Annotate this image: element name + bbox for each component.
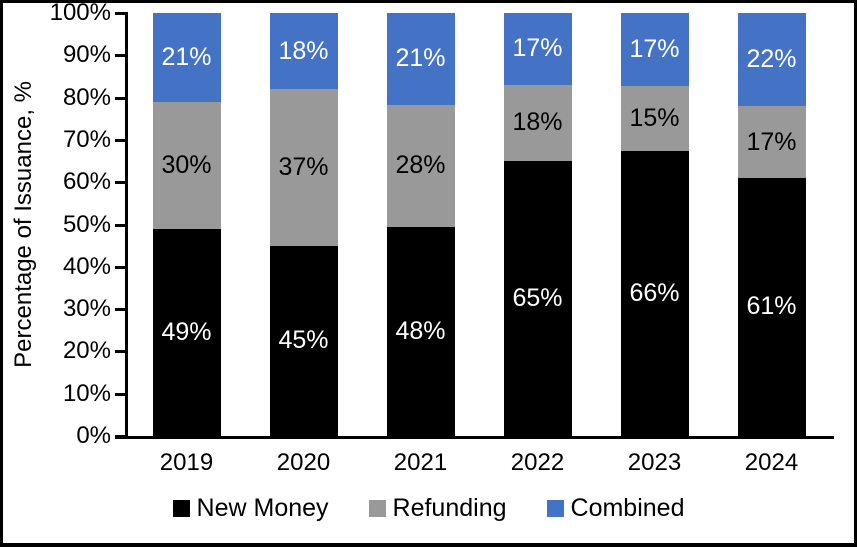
bar-segment-new-money: 48% (386, 226, 455, 436)
y-tick-mark (115, 12, 125, 15)
bar-column-2022: 17% 18% 65% (503, 13, 572, 436)
y-tick-mark (115, 392, 125, 396)
x-axis-line (115, 436, 834, 439)
legend-label: Combined (570, 494, 685, 522)
legend-label: New Money (196, 494, 329, 522)
bar-segment-new-money: 66% (620, 151, 689, 436)
bar-segment-new-money: 45% (269, 245, 338, 436)
y-tick-label: 0% (76, 422, 111, 449)
x-axis-label-2023: 2023 (627, 449, 682, 476)
bar-slot-2022: 17% 18% 65% (479, 13, 596, 436)
segment-value-label: 48% (395, 316, 446, 345)
segment-value-label: 22% (746, 45, 797, 74)
bar-column-2023: 17% 15% 66% (620, 13, 689, 436)
bar-segment-refunding: 30% (152, 101, 221, 229)
bar-segment-new-money: 49% (152, 228, 221, 436)
bar-slot-2023: 17% 15% 66% (596, 13, 713, 436)
y-tick-mark (115, 308, 125, 312)
bar-segment-combined: 21% (152, 13, 221, 102)
bar-segment-refunding: 17% (737, 106, 806, 178)
bar-segment-refunding: 18% (503, 84, 572, 162)
y-tick-mark (115, 181, 125, 185)
y-tick-label: 30% (62, 295, 111, 323)
y-tick-mark (115, 138, 125, 142)
x-axis-label-2021: 2021 (393, 449, 448, 476)
segment-value-label: 65% (512, 284, 563, 312)
segment-value-label: 37% (278, 152, 329, 181)
x-axis-labels: 2019 2020 2021 2022 2023 2024 (128, 449, 830, 477)
y-tick-label: 40% (62, 252, 111, 280)
y-tick-label: 90% (62, 41, 111, 69)
y-tick-mark (115, 96, 125, 100)
bar-segment-refunding: 28% (386, 104, 455, 227)
bar-column-2019: 21% 30% 49% (152, 13, 221, 436)
legend-swatch-combined (546, 500, 564, 517)
y-tick-mark (115, 435, 125, 438)
legend: New Money Refunding Combined (3, 494, 854, 523)
y-tick-mark (115, 54, 125, 58)
legend-swatch-new-money (172, 500, 190, 517)
segment-value-label: 45% (278, 326, 329, 355)
bars-container: 21% 30% 49% 18% 37% 45% 21% 28% 48% 17% 18% 65% 17% 1… (128, 13, 830, 436)
bar-column-2021: 21% 28% 48% (386, 13, 455, 436)
x-axis-label-2019: 2019 (159, 449, 214, 476)
segment-value-label: 17% (746, 127, 797, 156)
legend-item-refunding: Refunding (368, 494, 507, 523)
x-axis-label-2024: 2024 (744, 449, 799, 476)
bar-segment-combined: 21% (386, 13, 455, 105)
bar-segment-new-money: 61% (737, 177, 806, 436)
legend-label: Refunding (392, 494, 507, 522)
bar-segment-combined: 17% (620, 13, 689, 87)
y-tick-label: 10% (62, 379, 111, 407)
segment-value-label: 18% (512, 108, 563, 137)
bar-segment-combined: 18% (269, 13, 338, 90)
bar-slot-2021: 21% 28% 48% (362, 13, 479, 436)
bar-segment-refunding: 15% (620, 86, 689, 152)
legend-swatch-refunding (368, 500, 386, 517)
y-tick-label: 50% (62, 210, 111, 238)
bar-segment-new-money: 65% (503, 161, 572, 436)
legend-item-new-money: New Money (172, 494, 329, 523)
x-axis-label-2020: 2020 (276, 449, 331, 476)
segment-value-label: 17% (629, 35, 680, 64)
segment-value-label: 66% (629, 279, 680, 308)
y-tick-mark (115, 265, 125, 269)
bar-slot-2024: 22% 17% 61% (713, 13, 830, 436)
y-tick-label: 80% (62, 83, 111, 111)
segment-value-label: 21% (395, 44, 446, 73)
segment-value-label: 15% (629, 104, 680, 133)
legend-item-combined: Combined (546, 494, 685, 523)
segment-value-label: 28% (395, 151, 446, 180)
segment-value-label: 49% (161, 317, 212, 346)
bar-segment-combined: 22% (737, 13, 806, 107)
segment-value-label: 21% (161, 42, 212, 71)
bar-segment-refunding: 37% (269, 89, 338, 246)
y-tick-label: 100% (49, 0, 111, 26)
bar-column-2024: 22% 17% 61% (737, 13, 806, 436)
bar-column-2020: 18% 37% 45% (269, 13, 338, 436)
y-axis-line (125, 12, 128, 439)
bar-segment-combined: 17% (503, 13, 572, 85)
segment-value-label: 30% (161, 150, 212, 179)
segment-value-label: 17% (512, 34, 563, 63)
segment-value-label: 61% (746, 292, 797, 321)
segment-value-label: 18% (278, 36, 329, 65)
y-tick-label: 20% (62, 337, 111, 365)
x-axis-label-2022: 2022 (510, 449, 565, 476)
bar-slot-2020: 18% 37% 45% (245, 13, 362, 436)
y-tick-label: 70% (62, 125, 111, 153)
y-tick-mark (115, 223, 125, 227)
y-tick-mark (115, 350, 125, 354)
bar-slot-2019: 21% 30% 49% (128, 13, 245, 436)
y-tick-label: 60% (62, 168, 111, 196)
